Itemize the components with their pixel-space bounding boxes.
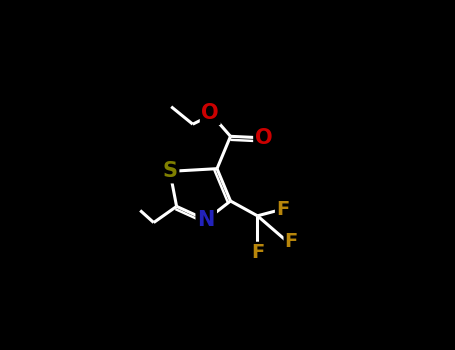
Text: O: O: [202, 103, 219, 124]
Text: F: F: [284, 232, 298, 251]
Text: O: O: [255, 128, 273, 148]
Text: F: F: [251, 243, 264, 262]
Text: N: N: [197, 210, 215, 230]
Text: F: F: [276, 199, 289, 219]
Text: S: S: [162, 161, 177, 181]
